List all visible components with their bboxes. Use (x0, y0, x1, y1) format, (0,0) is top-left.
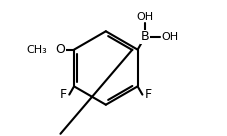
Text: O: O (55, 43, 65, 56)
Text: CH₃: CH₃ (27, 45, 47, 55)
Text: F: F (60, 88, 67, 101)
Text: F: F (144, 88, 151, 101)
Text: OH: OH (136, 12, 153, 22)
Text: B: B (140, 30, 149, 43)
Text: OH: OH (161, 32, 178, 42)
